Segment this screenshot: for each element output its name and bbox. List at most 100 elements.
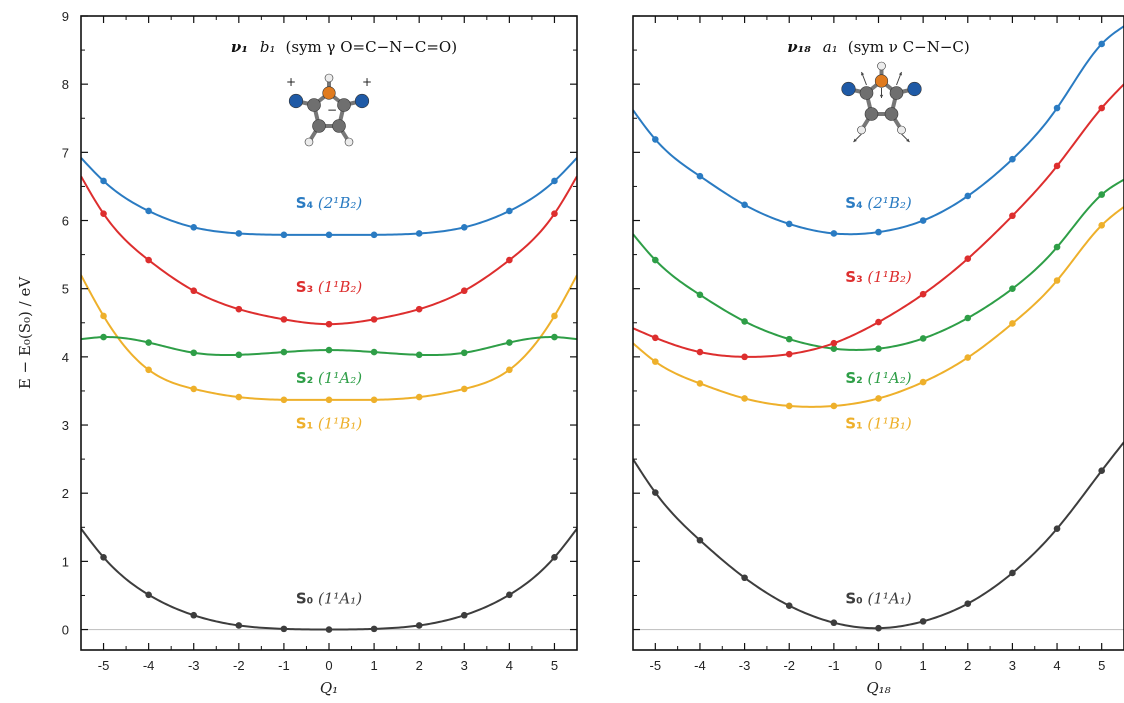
- data-point: [190, 224, 198, 231]
- x-tick-label: 4: [1053, 658, 1060, 673]
- data-point: [325, 320, 333, 328]
- data-point: [235, 230, 243, 237]
- data-point: [741, 353, 748, 361]
- data-point: [919, 378, 927, 386]
- data-point: [1053, 104, 1061, 112]
- oxygen-atom: [841, 81, 856, 97]
- data-point: [875, 345, 882, 352]
- y-tick-label: 3: [62, 418, 69, 433]
- data-point: [964, 314, 972, 322]
- x-tick-label: -2: [233, 658, 245, 673]
- y-tick-label: 0: [62, 623, 69, 638]
- displacement-mark: +: [286, 75, 296, 89]
- data-point: [1098, 467, 1105, 475]
- x-tick-label: 2: [416, 658, 423, 673]
- x-tick-label: -2: [783, 658, 795, 673]
- data-point: [919, 290, 927, 298]
- data-point: [280, 348, 288, 356]
- oxygen-atom: [354, 93, 370, 109]
- hydrogen-atom: [877, 61, 886, 71]
- data-point: [325, 626, 333, 633]
- series-label-0: S₀ (1¹A₁): [296, 590, 362, 608]
- x-tick-label: 4: [506, 658, 513, 673]
- data-point: [460, 349, 468, 357]
- data-point: [551, 210, 558, 217]
- data-point: [919, 618, 927, 625]
- y-tick-label: 6: [62, 214, 69, 229]
- data-point: [370, 316, 378, 323]
- displacement-arrow-head: [906, 138, 910, 142]
- x-tick-label: 5: [551, 658, 558, 673]
- series-label-2: S₂ (1¹A₂): [845, 369, 911, 387]
- data-point: [830, 402, 838, 410]
- x-tick-label: 0: [325, 658, 332, 673]
- data-point: [875, 395, 882, 402]
- displacement-arrow-head: [898, 72, 902, 76]
- data-point: [506, 366, 513, 374]
- data-point: [919, 335, 927, 342]
- data-point: [280, 625, 288, 633]
- x-tick-label: -4: [694, 658, 706, 673]
- carbon-atom: [332, 119, 346, 133]
- panel-left: + − + S₀ (1¹A₁) S₁ (1¹B₁) S₂ (1¹A₂) S₃ (1¹B₂) S…: [16, 9, 578, 697]
- data-point: [145, 207, 152, 215]
- data-point: [460, 611, 468, 619]
- data-point: [100, 553, 107, 561]
- data-point: [696, 380, 704, 387]
- y-tick-label: 5: [62, 282, 69, 297]
- data-point: [370, 231, 378, 239]
- y-tick-label: 9: [62, 9, 69, 24]
- data-point: [190, 611, 198, 619]
- hydrogen-atom: [857, 125, 866, 135]
- data-point: [652, 358, 659, 365]
- data-point: [1098, 221, 1105, 229]
- data-point: [830, 619, 838, 627]
- data-point: [235, 351, 243, 359]
- series-line-0: [81, 528, 577, 631]
- y-tick-label: 7: [62, 145, 69, 160]
- data-point: [145, 366, 152, 374]
- series-label-4: S₄ (2¹B₂): [296, 194, 363, 212]
- data-point: [280, 396, 288, 404]
- data-point: [964, 354, 972, 361]
- data-point: [696, 348, 704, 356]
- data-point: [460, 385, 468, 393]
- data-point: [190, 349, 198, 357]
- data-point: [100, 312, 107, 320]
- displacement-arrow-head: [853, 138, 857, 142]
- x-tick-label: 0: [875, 658, 882, 673]
- y-tick-label: 4: [62, 350, 69, 365]
- data-point: [145, 339, 152, 346]
- x-tick-label: 2: [964, 658, 971, 673]
- hydrogen-atom: [897, 125, 906, 135]
- x-tick-label: 1: [370, 658, 377, 673]
- data-point: [325, 346, 333, 354]
- data-point: [370, 348, 378, 356]
- data-point: [652, 136, 659, 143]
- x-tick-label: -5: [650, 658, 662, 673]
- x-tick-label: 3: [461, 658, 468, 673]
- y-tick-label: 2: [62, 486, 69, 501]
- hydrogen-atom: [344, 137, 354, 147]
- carbon-atom: [889, 86, 904, 100]
- series-label-3: S₃ (1¹B₂): [296, 278, 363, 296]
- data-point: [100, 177, 107, 185]
- data-point: [964, 600, 972, 607]
- data-point: [325, 231, 333, 239]
- data-point: [696, 291, 704, 299]
- data-point: [415, 305, 423, 313]
- x-tick-label: -1: [828, 658, 840, 673]
- data-point: [235, 393, 243, 401]
- data-point: [1053, 162, 1061, 170]
- oxygen-atom: [907, 81, 922, 97]
- displacement-mark: +: [362, 75, 372, 89]
- data-point: [506, 207, 513, 215]
- data-point: [190, 287, 198, 295]
- panel-right: S₀ (1¹A₁) S₁ (1¹B₁) S₂ (1¹A₂) S₃ (1¹B₂) S₄ (…: [632, 15, 1124, 697]
- data-point: [785, 335, 793, 343]
- x-tick-label: -4: [143, 658, 155, 673]
- data-point: [741, 201, 748, 209]
- chart-title: ν₁ b₁ (sym γ O=C−N−C=O): [231, 38, 457, 56]
- y-tick-label: 1: [62, 554, 69, 569]
- data-point: [785, 402, 793, 410]
